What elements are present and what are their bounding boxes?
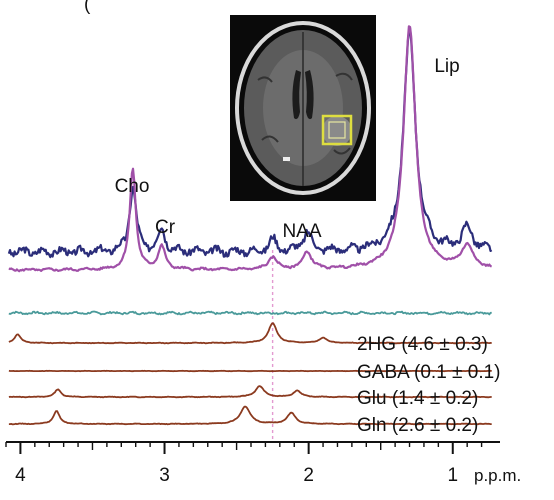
x-tick-label: 2 xyxy=(303,465,314,486)
peak-label-cho: Cho xyxy=(115,176,150,197)
trace-2hg xyxy=(8,322,492,345)
x-unit-label: p.p.m. xyxy=(474,466,521,485)
metabolite-labels: 2HG (4.6 ± 0.3) GABA (0.1 ± 0.1) Glu (1.4 … xyxy=(357,334,501,436)
mri-ventricle-right xyxy=(305,70,314,120)
x-tick-label: 4 xyxy=(15,465,26,486)
series-label-gln: Gln (2.6 ± 0.2) xyxy=(357,415,478,436)
x-axis: 4 3 2 1 p.p.m. xyxy=(5,441,521,486)
peak-label-naa: NAA xyxy=(282,221,321,242)
x-tick-label: 3 xyxy=(159,465,170,486)
peak-label-cr: Cr xyxy=(155,217,176,238)
x-tick-label: 1 xyxy=(447,465,458,486)
mri-ventricle-left xyxy=(292,70,301,120)
mri-sulci xyxy=(257,72,353,155)
mri-marker xyxy=(283,157,290,161)
peak-label-lip: Lip xyxy=(434,56,459,77)
mri-lesion xyxy=(322,116,352,146)
series-label-2hg: 2HG (4.6 ± 0.3) xyxy=(357,334,488,355)
trace-glu xyxy=(8,385,492,399)
spectra-traces xyxy=(7,25,493,426)
trace-gln xyxy=(8,405,492,426)
series-label-glu: Glu (1.4 ± 0.2) xyxy=(357,388,478,409)
mri-skull-outline xyxy=(235,21,371,195)
mri-voxel-outer xyxy=(321,114,353,146)
trace-fit xyxy=(8,25,492,273)
mri-inset xyxy=(230,15,376,201)
series-label-gaba: GABA (0.1 ± 0.1) xyxy=(357,362,501,383)
trace-residual xyxy=(8,310,492,316)
mri-voxel-inner xyxy=(328,121,346,139)
header-fragment: ( xyxy=(84,0,91,15)
